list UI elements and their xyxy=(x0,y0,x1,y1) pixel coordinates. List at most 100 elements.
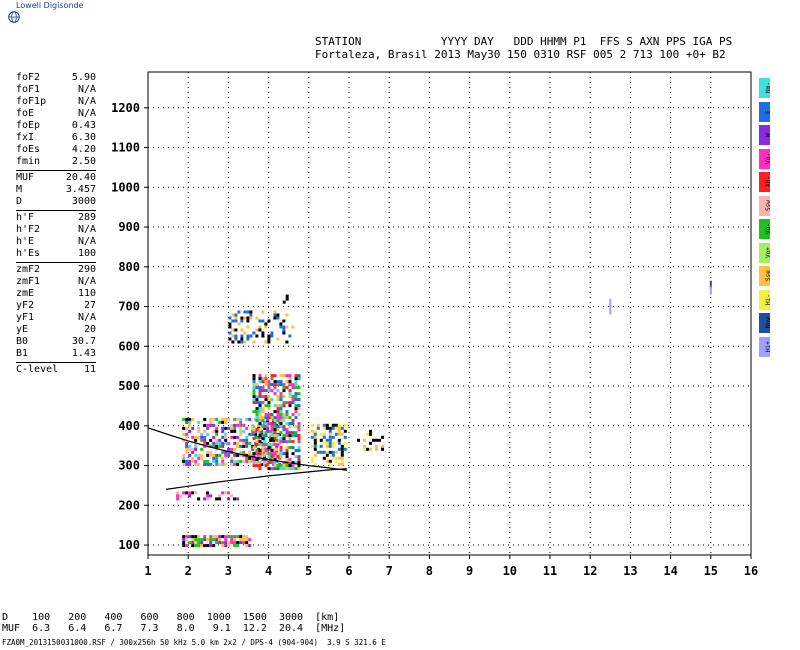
param-value: 11 xyxy=(83,364,96,375)
echo-pixel xyxy=(209,453,213,457)
echo-pixel xyxy=(366,432,369,436)
echo-pixel xyxy=(266,447,270,451)
echo-pixel xyxy=(239,450,243,454)
echo-pixel xyxy=(185,426,189,430)
echo-pixel xyxy=(291,467,295,471)
param-name: MUF xyxy=(16,172,35,183)
echo-pixel xyxy=(252,452,256,456)
echo-pixel xyxy=(258,401,262,405)
echo-pixel xyxy=(230,538,234,542)
echo-pixel xyxy=(203,544,207,548)
echo-pixel xyxy=(255,386,259,390)
echo-pixel xyxy=(340,426,344,430)
echo-pixel xyxy=(227,417,231,421)
echo-pixel xyxy=(276,410,280,414)
echo-pixel xyxy=(182,544,186,548)
echo-pixel xyxy=(325,453,329,457)
echo-pixel xyxy=(276,452,280,456)
echo-pixel xyxy=(239,417,243,421)
echo-pixel xyxy=(372,438,375,442)
echo-pixel xyxy=(245,444,249,448)
echo-pixel xyxy=(255,449,259,453)
echo-pixel xyxy=(218,541,222,545)
echo-pixel xyxy=(375,444,378,448)
echo-pixel xyxy=(267,395,271,399)
echo-pixel xyxy=(255,401,259,405)
echo-pixel xyxy=(206,450,210,454)
echo-pixel xyxy=(267,455,271,459)
echo-pixel xyxy=(258,419,262,423)
echo-pixel xyxy=(270,374,274,378)
echo-pixel xyxy=(260,429,264,433)
x-tick-label: 13 xyxy=(623,564,637,578)
param-value: N/A xyxy=(77,224,96,235)
echo-pixel xyxy=(197,435,201,439)
echo-pixel xyxy=(310,444,314,448)
echo-pixel xyxy=(231,328,235,332)
echo-pixel xyxy=(197,538,201,542)
echo-pixel xyxy=(334,426,338,430)
echo-pixel xyxy=(258,440,262,444)
echo-pixel xyxy=(325,438,329,442)
echo-pixel xyxy=(294,425,298,429)
echo-pixel xyxy=(242,429,246,433)
echo-pixel xyxy=(264,325,268,329)
echo-pixel xyxy=(197,544,201,548)
echo-pixel xyxy=(233,441,237,445)
echo-pixel xyxy=(340,450,344,454)
echo-pixel xyxy=(249,316,253,320)
echo-pixel xyxy=(313,438,317,442)
echo-pixel xyxy=(261,401,265,405)
echo-pixel xyxy=(282,319,286,323)
echo-pixel xyxy=(269,429,273,433)
echo-pixel xyxy=(230,535,234,539)
legend-swatch: Sse xyxy=(759,266,770,287)
echo-pixel xyxy=(285,416,289,420)
echo-pixel xyxy=(264,452,268,456)
echo-pixel xyxy=(331,441,335,445)
echo-pixel xyxy=(270,383,274,387)
echo-pixel xyxy=(270,398,274,402)
echo-pixel xyxy=(212,417,216,421)
echo-pixel xyxy=(316,444,320,448)
echo-pixel xyxy=(261,380,265,384)
legend-swatch: Vo- xyxy=(759,219,770,240)
echo-pixel xyxy=(243,331,247,335)
echo-pixel xyxy=(255,428,259,432)
echo-pixel xyxy=(243,310,247,314)
echo-pixel xyxy=(255,328,259,332)
echo-pixel xyxy=(227,426,231,430)
echo-pixel xyxy=(233,544,237,548)
echo-pixel xyxy=(279,410,283,414)
echo-pixel xyxy=(337,426,341,430)
echo-pixel xyxy=(340,462,344,466)
echo-pixel xyxy=(224,453,228,457)
echo-pixel xyxy=(337,462,341,466)
echo-pixel xyxy=(291,325,295,329)
echo-pixel xyxy=(276,398,280,402)
echo-pixel xyxy=(294,434,298,438)
echo-pixel xyxy=(260,462,264,466)
echo-pixel xyxy=(294,380,298,384)
param-row: C-level 11 xyxy=(16,364,96,376)
echo-pixel xyxy=(252,377,256,381)
echo-pixel xyxy=(267,461,271,465)
lowell-logo: Lowell Digisonde xyxy=(6,1,136,23)
echo-pixel xyxy=(240,337,244,341)
echo-pixel xyxy=(291,401,295,405)
echo-pixel xyxy=(260,450,264,454)
echo-pixel xyxy=(328,429,332,433)
echo-pixel xyxy=(263,453,267,457)
echo-pixel xyxy=(242,541,246,545)
echo-pixel xyxy=(239,538,243,542)
echo-pixel xyxy=(246,325,250,329)
echo-pixel xyxy=(297,467,301,471)
param-separator xyxy=(16,262,96,263)
echo-pixel xyxy=(200,541,204,545)
echo-pixel xyxy=(206,426,210,430)
echo-pixel xyxy=(279,383,283,387)
echo-pixel xyxy=(185,538,189,542)
echo-pixel xyxy=(191,491,195,495)
param-row: h'E N/A xyxy=(16,236,96,248)
echo-pixel xyxy=(182,438,186,442)
